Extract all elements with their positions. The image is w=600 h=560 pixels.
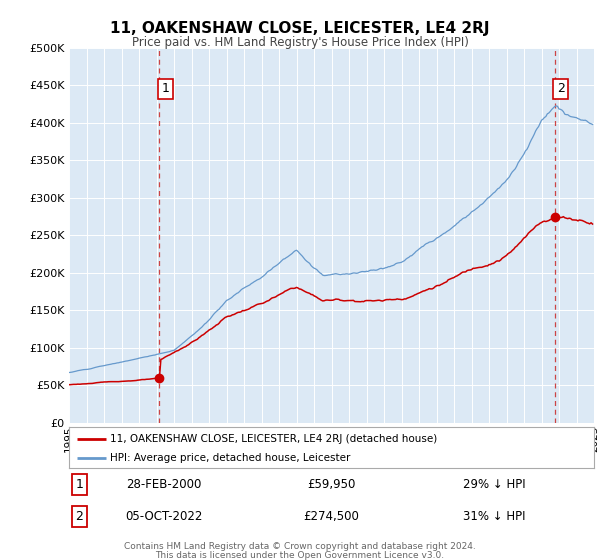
Text: 28-FEB-2000: 28-FEB-2000 bbox=[126, 478, 201, 491]
Text: Contains HM Land Registry data © Crown copyright and database right 2024.: Contains HM Land Registry data © Crown c… bbox=[124, 542, 476, 551]
Text: 31% ↓ HPI: 31% ↓ HPI bbox=[463, 510, 525, 523]
Text: 2: 2 bbox=[76, 510, 83, 523]
Text: £59,950: £59,950 bbox=[307, 478, 356, 491]
Text: 1: 1 bbox=[161, 82, 169, 95]
Text: This data is licensed under the Open Government Licence v3.0.: This data is licensed under the Open Gov… bbox=[155, 551, 445, 560]
Text: 11, OAKENSHAW CLOSE, LEICESTER, LE4 2RJ: 11, OAKENSHAW CLOSE, LEICESTER, LE4 2RJ bbox=[110, 21, 490, 36]
Text: 1: 1 bbox=[76, 478, 83, 491]
Text: HPI: Average price, detached house, Leicester: HPI: Average price, detached house, Leic… bbox=[110, 452, 350, 463]
Text: £274,500: £274,500 bbox=[304, 510, 359, 523]
Text: 11, OAKENSHAW CLOSE, LEICESTER, LE4 2RJ (detached house): 11, OAKENSHAW CLOSE, LEICESTER, LE4 2RJ … bbox=[110, 433, 437, 444]
Text: 05-OCT-2022: 05-OCT-2022 bbox=[125, 510, 202, 523]
Text: Price paid vs. HM Land Registry's House Price Index (HPI): Price paid vs. HM Land Registry's House … bbox=[131, 36, 469, 49]
Text: 2: 2 bbox=[557, 82, 565, 95]
Text: 29% ↓ HPI: 29% ↓ HPI bbox=[463, 478, 526, 491]
